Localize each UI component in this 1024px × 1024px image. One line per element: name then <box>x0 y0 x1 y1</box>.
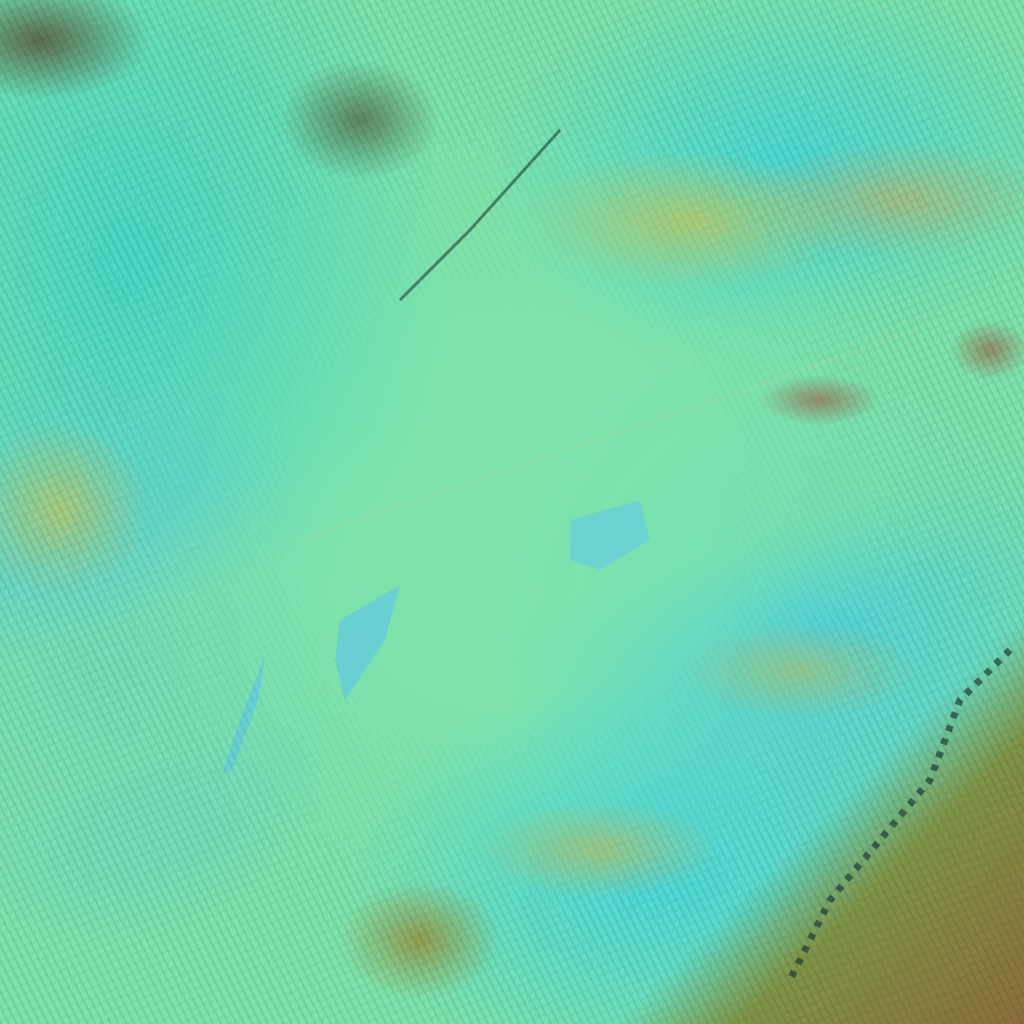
faint-track-line <box>299 329 921 541</box>
cloud-island <box>335 585 400 700</box>
contrail-streak <box>398 128 562 302</box>
cloud-patch-center <box>570 500 650 570</box>
coast-shadow-line <box>786 647 1013 982</box>
cloud-sliver <box>222 655 265 775</box>
